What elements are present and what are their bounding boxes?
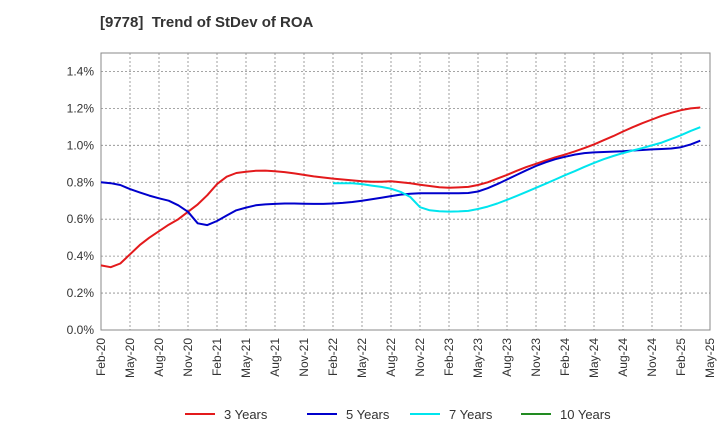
x-tick-label: Aug-21 — [268, 338, 282, 377]
x-tick-label: Aug-24 — [616, 338, 630, 377]
y-tick-label: 0.2% — [67, 286, 95, 300]
legend: 3 Years 5 Years 7 Years 10 Years — [185, 407, 611, 422]
grid — [100, 53, 711, 331]
x-tick-label: Nov-22 — [413, 338, 427, 377]
x-tick-label: Nov-24 — [645, 338, 659, 377]
series-line-3-years — [100, 106, 701, 269]
x-tick-label: Nov-21 — [297, 338, 311, 377]
x-tick-label: Feb-22 — [326, 338, 340, 376]
y-tick-label: 0.6% — [67, 212, 95, 226]
x-tick-label: Nov-23 — [529, 338, 543, 377]
y-tick-label: 0.8% — [67, 175, 95, 189]
y-tick-label: 1.4% — [67, 64, 95, 78]
series-line-5-years — [100, 139, 701, 227]
legend-label: 5 Years — [346, 407, 390, 422]
x-tick-label: Nov-20 — [181, 338, 195, 377]
x-tick-label: Feb-23 — [442, 338, 456, 376]
y-tick-label: 0.0% — [67, 323, 95, 337]
axes: 0.0% 0.2% 0.4% 0.6% 0.8% 1.0% 1.2% 1.4% Feb-20 Ma… — [67, 52, 717, 378]
plot-frame — [100, 52, 711, 331]
series-lines — [100, 106, 701, 269]
legend-label: 10 Years — [560, 407, 611, 422]
x-tick-label: May-24 — [587, 338, 601, 378]
x-tick-label: May-22 — [355, 338, 369, 378]
chart-title: [9778] Trend of StDev of ROA — [100, 14, 314, 31]
x-tick-label: Aug-20 — [152, 338, 166, 377]
x-tick-label: Feb-24 — [558, 338, 572, 376]
x-tick-label: May-21 — [239, 338, 253, 378]
y-tick-label: 0.4% — [67, 249, 95, 263]
x-tick-label: May-23 — [471, 338, 485, 378]
y-tick-label: 1.2% — [67, 101, 95, 115]
x-tick-label: Feb-21 — [210, 338, 224, 376]
x-tick-label: May-25 — [703, 338, 717, 378]
x-tick-label: May-20 — [123, 338, 137, 378]
x-tick-label: Feb-25 — [674, 338, 688, 376]
series-line-7-years — [333, 126, 701, 213]
legend-label: 7 Years — [449, 407, 493, 422]
x-tick-label: Aug-23 — [500, 338, 514, 377]
x-tick-label: Aug-22 — [384, 338, 398, 377]
legend-label: 3 Years — [224, 407, 268, 422]
x-tick-label: Feb-20 — [94, 338, 108, 376]
y-tick-label: 1.0% — [67, 138, 95, 152]
